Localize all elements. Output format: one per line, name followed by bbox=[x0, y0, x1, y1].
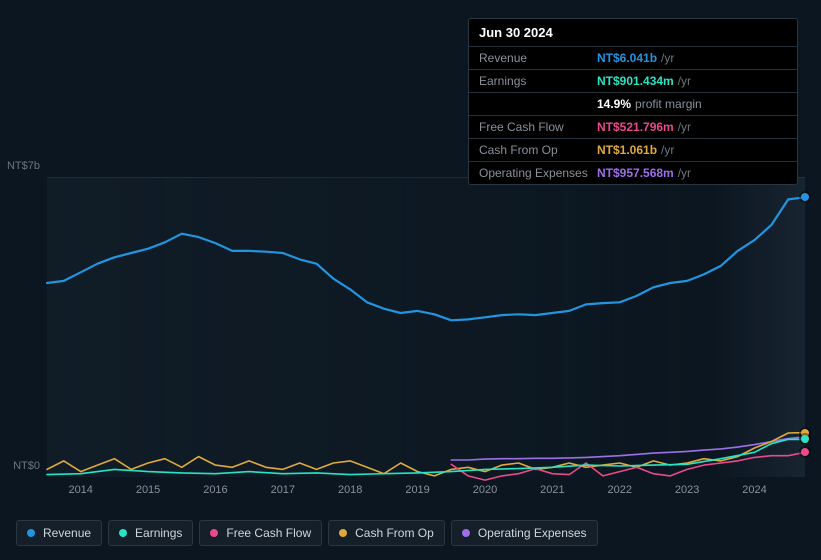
x-axis-tick: 2023 bbox=[675, 484, 699, 496]
series-end-dot-revenue bbox=[801, 193, 809, 201]
tooltip-row: 14.9% profit margin bbox=[469, 92, 797, 115]
tooltip-row-unit: /yr bbox=[661, 51, 674, 65]
tooltip-row-note: profit margin bbox=[635, 97, 702, 111]
tooltip-row-unit: /yr bbox=[678, 166, 691, 180]
series-end-dot-fcf bbox=[801, 448, 809, 456]
tooltip-row: EarningsNT$901.434m/yr bbox=[469, 69, 797, 92]
y-axis-max-label: NT$7b bbox=[0, 160, 40, 172]
tooltip-row-label: Earnings bbox=[479, 74, 597, 88]
tooltip-row-unit: /yr bbox=[678, 74, 691, 88]
legend-item[interactable]: Operating Expenses bbox=[451, 520, 598, 546]
legend-item[interactable]: Earnings bbox=[108, 520, 193, 546]
x-axis-tick: 2015 bbox=[136, 484, 160, 496]
x-axis-tick: 2024 bbox=[742, 484, 766, 496]
tooltip-row-value: NT$901.434m bbox=[597, 74, 674, 88]
series-line-revenue bbox=[47, 197, 805, 320]
legend-item-label: Cash From Op bbox=[355, 526, 434, 540]
tooltip-row-unit: /yr bbox=[661, 143, 674, 157]
legend-item-label: Revenue bbox=[43, 526, 91, 540]
x-axis-tick: 2016 bbox=[203, 484, 227, 496]
tooltip-row-label: Free Cash Flow bbox=[479, 120, 597, 134]
series-line-cfo bbox=[47, 433, 805, 476]
chart-svg bbox=[47, 178, 805, 478]
tooltip-rows: RevenueNT$6.041b/yrEarningsNT$901.434m/y… bbox=[469, 46, 797, 184]
x-axis-tick: 2019 bbox=[405, 484, 429, 496]
x-axis-tick: 2020 bbox=[473, 484, 497, 496]
x-axis-tick: 2017 bbox=[271, 484, 295, 496]
tooltip-row-value: NT$521.796m bbox=[597, 120, 674, 134]
legend-dot-icon bbox=[210, 529, 218, 537]
tooltip-row-label: Cash From Op bbox=[479, 143, 597, 157]
chart-plot-area[interactable] bbox=[47, 177, 805, 477]
tooltip-row: Operating ExpensesNT$957.568m/yr bbox=[469, 161, 797, 184]
tooltip-row: Free Cash FlowNT$521.796m/yr bbox=[469, 115, 797, 138]
tooltip-row: RevenueNT$6.041b/yr bbox=[469, 46, 797, 69]
tooltip-row: Cash From OpNT$1.061b/yr bbox=[469, 138, 797, 161]
tooltip-row-label: Operating Expenses bbox=[479, 166, 597, 180]
series-line-earnings bbox=[47, 439, 805, 474]
legend-item-label: Free Cash Flow bbox=[226, 526, 311, 540]
legend-item[interactable]: Free Cash Flow bbox=[199, 520, 322, 546]
x-axis-tick: 2018 bbox=[338, 484, 362, 496]
tooltip-row-value: NT$957.568m bbox=[597, 166, 674, 180]
legend-item-label: Operating Expenses bbox=[478, 526, 587, 540]
legend-dot-icon bbox=[339, 529, 347, 537]
tooltip-row-unit: /yr bbox=[678, 120, 691, 134]
tooltip-row-label: Revenue bbox=[479, 51, 597, 65]
legend-item[interactable]: Revenue bbox=[16, 520, 102, 546]
x-axis-tick: 2014 bbox=[68, 484, 92, 496]
tooltip-row-value: NT$6.041b bbox=[597, 51, 657, 65]
x-axis-tick: 2021 bbox=[540, 484, 564, 496]
legend-dot-icon bbox=[119, 529, 127, 537]
legend-item[interactable]: Cash From Op bbox=[328, 520, 445, 546]
y-axis-min-label: NT$0 bbox=[0, 460, 40, 472]
tooltip-row-value: NT$1.061b bbox=[597, 143, 657, 157]
series-end-dot-earnings bbox=[801, 435, 809, 443]
legend-dot-icon bbox=[462, 529, 470, 537]
chart-tooltip: Jun 30 2024 RevenueNT$6.041b/yrEarningsN… bbox=[468, 18, 798, 185]
legend: Revenue Earnings Free Cash Flow Cash From O… bbox=[16, 520, 598, 546]
tooltip-date: Jun 30 2024 bbox=[469, 19, 797, 46]
legend-item-label: Earnings bbox=[135, 526, 182, 540]
x-axis-tick: 2022 bbox=[607, 484, 631, 496]
legend-dot-icon bbox=[27, 529, 35, 537]
tooltip-row-value: 14.9% bbox=[597, 97, 631, 111]
